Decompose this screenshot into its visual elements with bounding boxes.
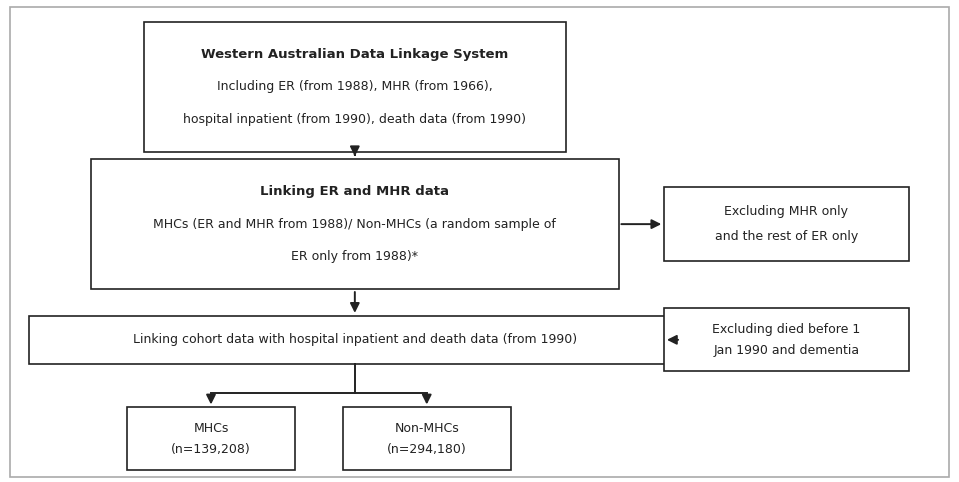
FancyBboxPatch shape <box>144 22 566 152</box>
FancyBboxPatch shape <box>343 407 510 470</box>
FancyBboxPatch shape <box>29 316 681 364</box>
Text: Non-MHCs: Non-MHCs <box>394 422 459 435</box>
Text: (n=139,208): (n=139,208) <box>171 442 251 455</box>
Text: Including ER (from 1988), MHR (from 1966),: Including ER (from 1988), MHR (from 1966… <box>217 80 493 93</box>
Text: Excluding died before 1: Excluding died before 1 <box>713 323 860 336</box>
Text: Western Australian Data Linkage System: Western Australian Data Linkage System <box>201 48 508 61</box>
Text: Jan 1990 and dementia: Jan 1990 and dementia <box>713 344 859 357</box>
FancyBboxPatch shape <box>91 159 619 289</box>
Text: ER only from 1988)*: ER only from 1988)* <box>292 250 418 263</box>
Text: MHCs (ER and MHR from 1988)/ Non-MHCs (a random sample of: MHCs (ER and MHR from 1988)/ Non-MHCs (a… <box>153 218 556 230</box>
Text: Excluding MHR only: Excluding MHR only <box>724 205 849 218</box>
Text: hospital inpatient (from 1990), death data (from 1990): hospital inpatient (from 1990), death da… <box>183 113 526 126</box>
Text: and the rest of ER only: and the rest of ER only <box>714 230 858 243</box>
Text: MHCs: MHCs <box>194 422 228 435</box>
Text: (n=294,180): (n=294,180) <box>386 442 467 455</box>
FancyBboxPatch shape <box>664 308 908 371</box>
Text: Linking cohort data with hospital inpatient and death data (from 1990): Linking cohort data with hospital inpati… <box>132 334 577 346</box>
FancyBboxPatch shape <box>127 407 295 470</box>
Text: Linking ER and MHR data: Linking ER and MHR data <box>260 185 450 198</box>
FancyBboxPatch shape <box>664 187 908 261</box>
